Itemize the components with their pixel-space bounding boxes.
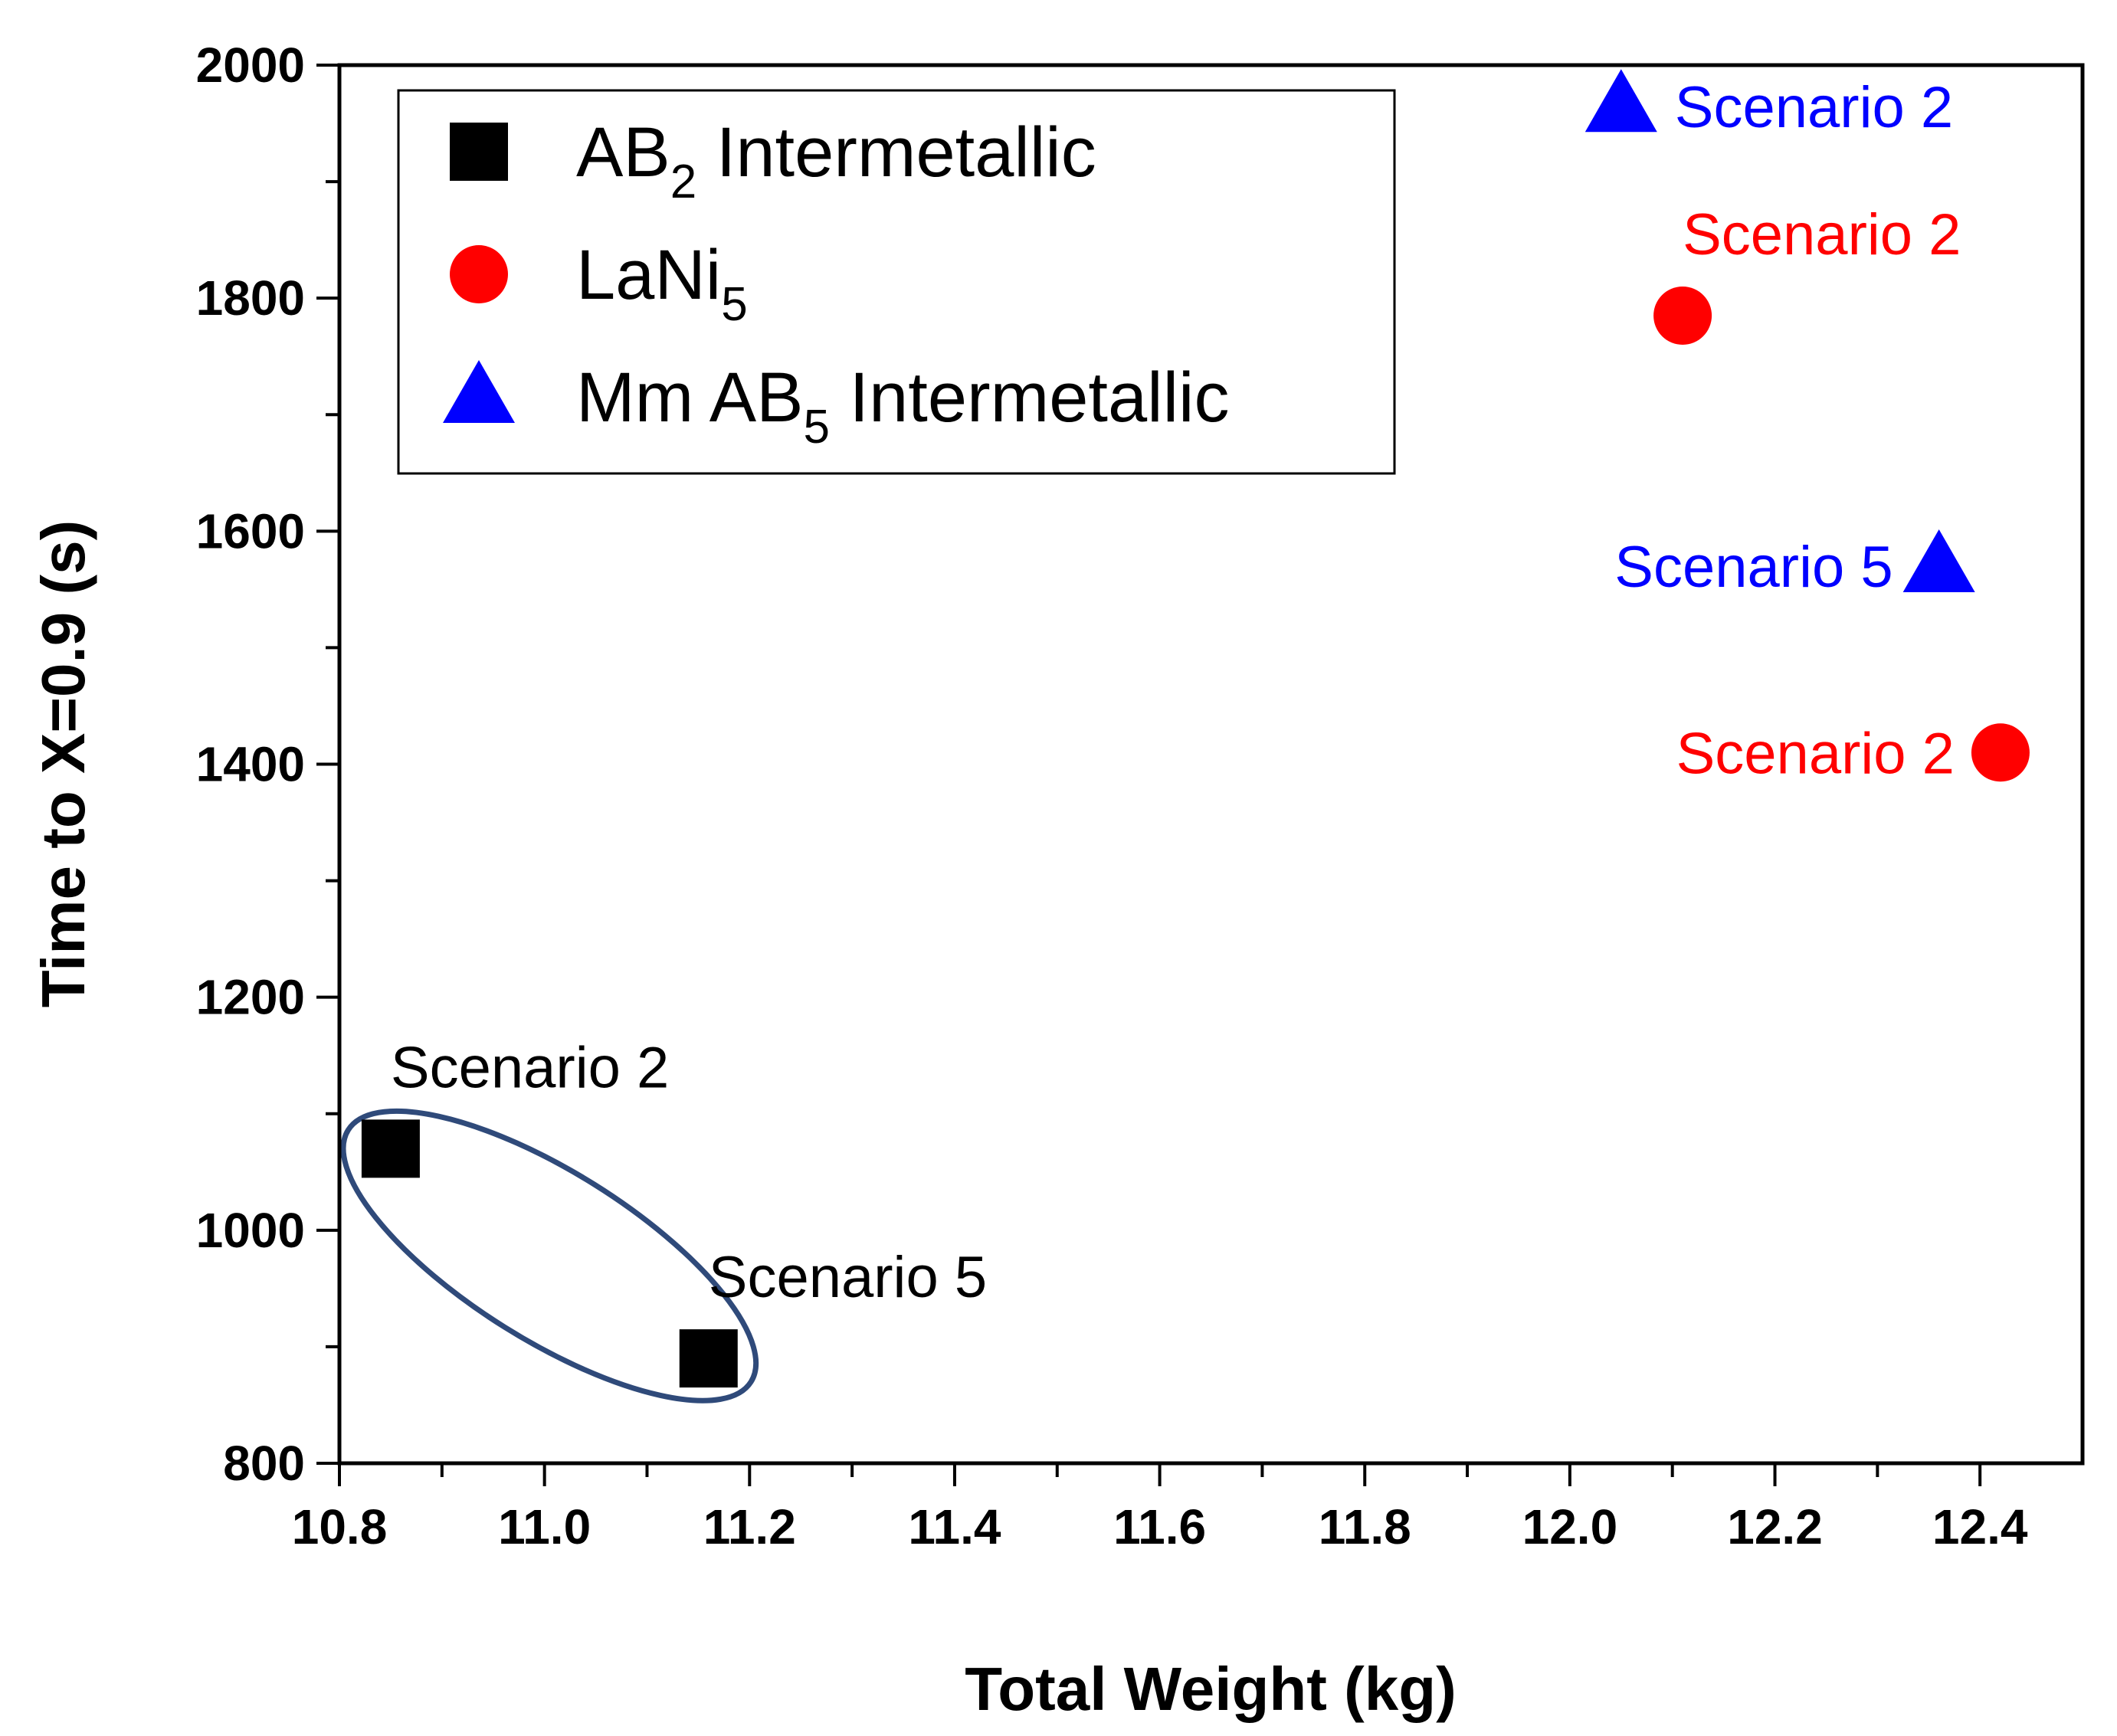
point-label: Scenario 2 [391,1035,669,1100]
y-tick-label: 1600 [196,503,305,558]
y-tick-label: 1200 [196,970,305,1025]
legend: AB2 Intermetallic LaNi5 Mm AB5 Intermetall… [397,89,1396,475]
legend-entry-label: Mm AB5 Intermetallic [576,359,1229,454]
circle-marker [1653,286,1712,345]
x-tick-label: 11.6 [1113,1499,1206,1554]
point-label: Scenario 5 [709,1245,987,1310]
y-tick-label: 800 [223,1436,305,1491]
legend-circle-marker [450,245,508,303]
y-tick-label: 2000 [196,38,305,93]
square-marker [679,1329,738,1388]
square-marker [361,1119,420,1178]
x-axis-title: Total Weight (kg) [965,1655,1456,1723]
x-tick-label: 10.8 [292,1499,388,1554]
legend-entry-label: LaNi5 [576,236,748,331]
x-tick-label: 12.2 [1727,1499,1823,1554]
legend-square-marker [450,123,508,181]
x-tick-label: 11.4 [908,1499,1001,1554]
x-tick-label: 12.0 [1522,1499,1618,1554]
legend-triangle-marker [443,360,515,423]
y-tick-label: 1000 [196,1203,305,1258]
axis-ticks: 10.8 11.0 11.2 11.4 11.6 11.8 12.0 12.2 12.4 800 1… [196,38,2028,1554]
point-label: Scenario 2 [1675,75,1953,140]
triangle-marker [1584,69,1657,133]
highlight-ellipse [340,1108,759,1404]
x-tick-label: 11.8 [1319,1499,1411,1554]
data-points: Scenario 2 Scenario 5 Scenario 2 Scenario 2… [361,69,2030,1388]
x-tick-label: 12.4 [1932,1499,2028,1554]
point-label: Scenario 2 [1676,721,1955,786]
y-tick-label: 1400 [196,737,305,792]
circle-marker [1971,723,2030,782]
legend-entry-label: AB2 Intermetallic [576,113,1096,208]
x-tick-label: 11.0 [498,1499,591,1554]
point-label: Scenario 5 [1614,535,1893,600]
point-label: Scenario 2 [1683,202,1961,267]
legend-box [397,89,1396,475]
y-tick-label: 1800 [196,270,305,326]
triangle-marker [1902,529,1975,592]
y-axis-title: Time to X=0.9 (s) [29,520,97,1008]
x-tick-label: 11.2 [703,1499,796,1554]
